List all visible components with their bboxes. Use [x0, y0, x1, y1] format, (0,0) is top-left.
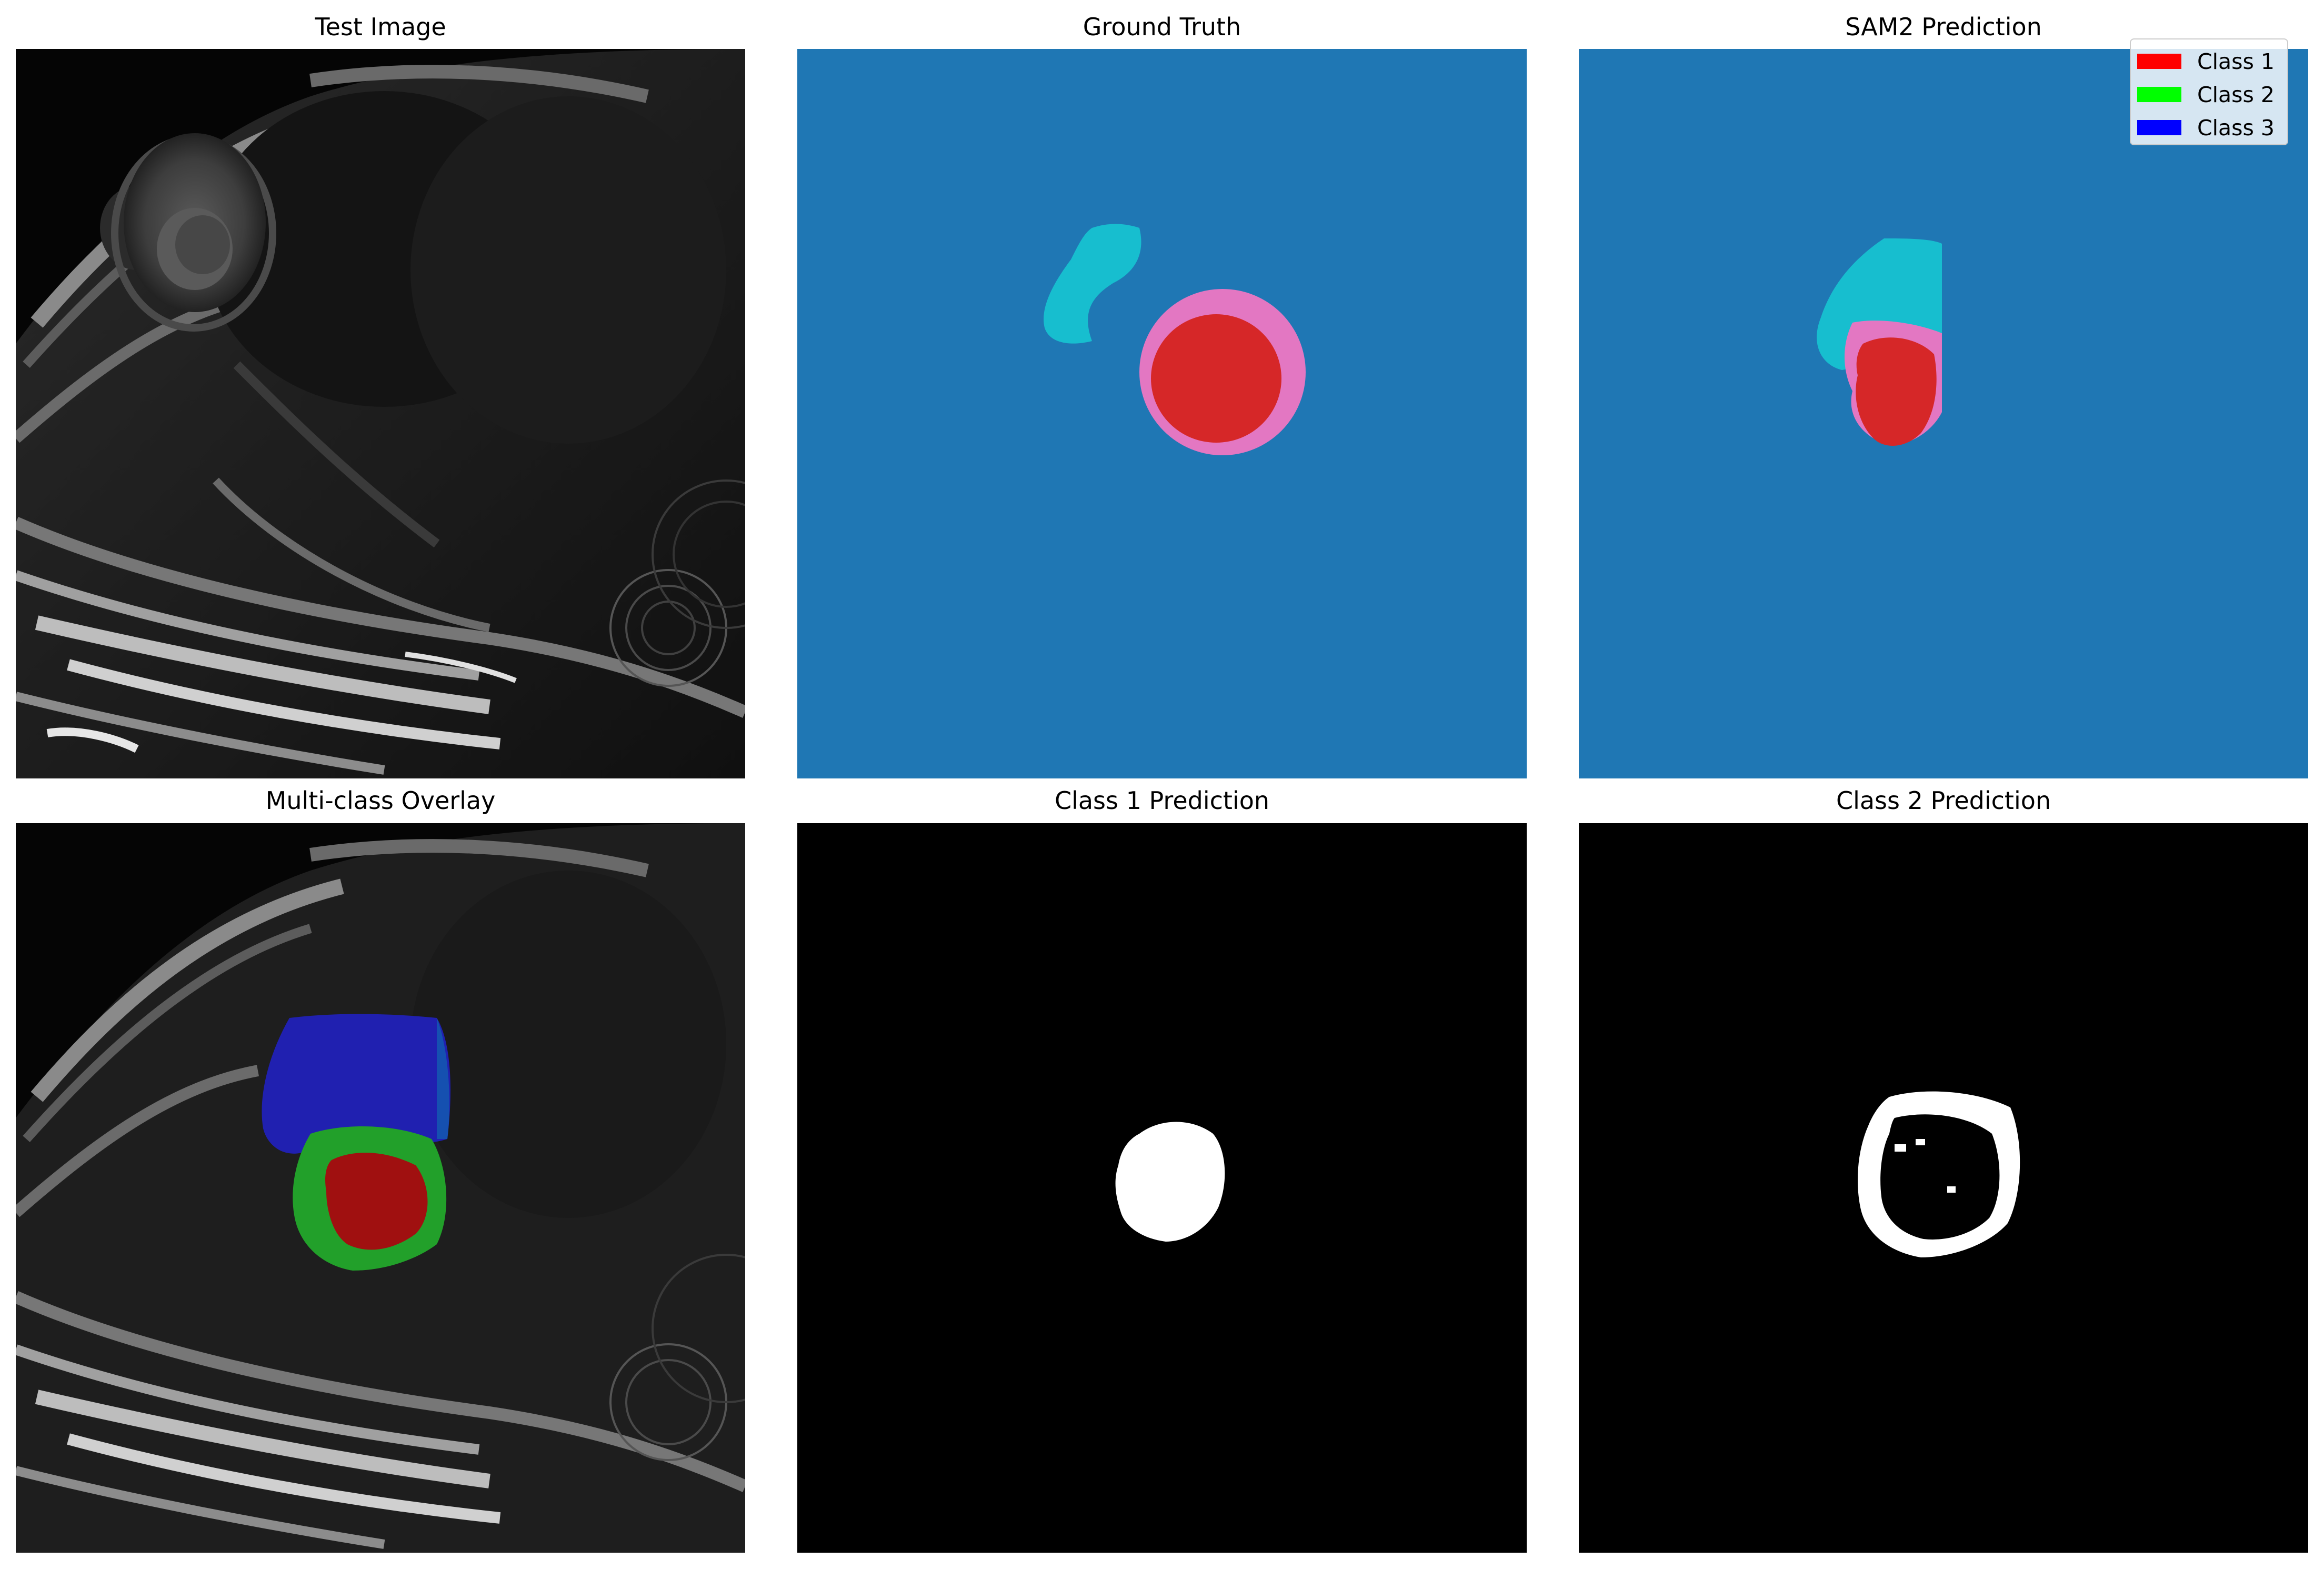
multiclass-overlay-panel	[16, 823, 745, 1553]
legend-label: Class 1	[2197, 48, 2275, 74]
legend-label: Class 2	[2197, 82, 2275, 107]
sam2-prediction-mask	[1579, 49, 2308, 778]
class1-prediction-panel	[797, 823, 1527, 1553]
legend-swatch-red	[2137, 54, 2181, 69]
class2-binary-mask	[1579, 823, 2308, 1553]
panel-title-class2-prediction: Class 2 Prediction	[1836, 786, 2051, 815]
class1-binary-mask	[797, 823, 1527, 1553]
legend-item-class2: Class 2	[2137, 78, 2281, 111]
class2-prediction-panel	[1579, 823, 2308, 1553]
mri-scan-image	[16, 49, 745, 778]
legend-swatch-green	[2137, 87, 2181, 102]
legend-item-class3: Class 3	[2137, 111, 2281, 144]
test-image-panel	[16, 49, 745, 778]
panel-title-ground-truth: Ground Truth	[1083, 13, 1241, 41]
panel-title-multiclass-overlay: Multi-class Overlay	[265, 786, 496, 815]
ground-truth-panel	[797, 49, 1527, 778]
class-legend: Class 1 Class 2 Class 3	[2130, 38, 2288, 145]
legend-item-class1: Class 1	[2137, 45, 2281, 78]
ground-truth-mask	[797, 49, 1527, 778]
overlay-image	[16, 823, 745, 1553]
panel-title-class1-prediction: Class 1 Prediction	[1054, 786, 1270, 815]
panel-title-test-image: Test Image	[315, 13, 446, 41]
panel-title-sam2-prediction: SAM2 Prediction	[1845, 13, 2042, 41]
legend-label: Class 3	[2197, 115, 2275, 141]
legend-swatch-blue	[2137, 120, 2181, 135]
sam2-prediction-panel	[1579, 49, 2308, 778]
